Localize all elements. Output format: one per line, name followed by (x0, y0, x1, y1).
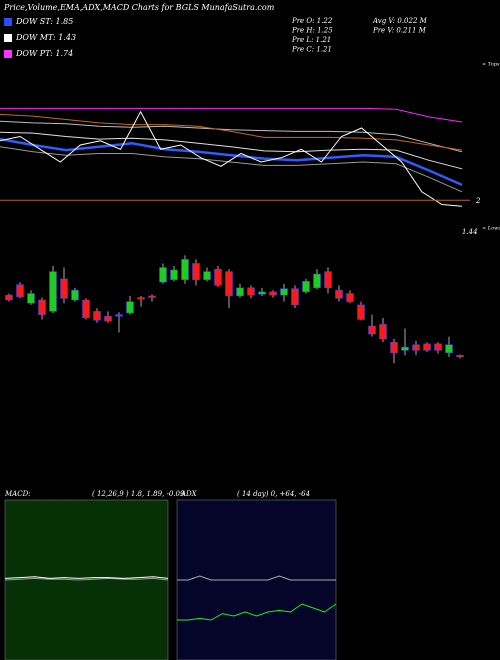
candle-body (225, 271, 233, 297)
candle-body (357, 304, 365, 320)
candle-body (434, 343, 442, 351)
candle-body (346, 293, 354, 302)
candle-body (324, 271, 332, 289)
candle-body (269, 291, 277, 296)
candle-body (236, 287, 244, 297)
line-series (4, 577, 169, 581)
candle-body (181, 259, 189, 280)
candle-body (93, 311, 101, 321)
info-label: Pre H: 1.25 (291, 27, 333, 35)
legend-swatch (4, 34, 12, 42)
line-series (0, 131, 463, 170)
chart-title: Price,Volume,EMA,ADX,MACD Charts for BGL… (3, 3, 275, 12)
legend-swatch (4, 18, 12, 26)
candle-body (379, 324, 387, 340)
panel-subtitle: ( 14 day) 0, +64, -64 (237, 490, 310, 498)
line-series (0, 107, 463, 123)
candle-body (445, 344, 453, 354)
candle-body (49, 271, 57, 312)
candle-body (313, 273, 321, 289)
panel-title: MACD: (4, 490, 31, 498)
candle-body (390, 342, 398, 354)
candle-body (258, 291, 266, 295)
candle-body (27, 293, 35, 304)
line-series (0, 120, 463, 153)
candle-body (104, 316, 112, 322)
candle-body (335, 290, 343, 299)
line-series (4, 576, 169, 579)
annotation: 1.44 (462, 228, 478, 236)
candle-body (291, 288, 299, 306)
candle-body (401, 346, 409, 351)
line-series (0, 110, 463, 207)
candle-body (115, 314, 123, 317)
line-series (0, 113, 463, 151)
legend-label: DOW ST: 1.85 (15, 17, 73, 26)
annotation: 2 (475, 197, 481, 205)
panel-title: ADX (180, 490, 198, 498)
annotation: < Tops (482, 62, 500, 68)
legend-label: DOW PT: 1.74 (15, 49, 73, 58)
panel-subtitle: ( 12,26,9 ) 1.8, 1.89, -0.09 (92, 490, 185, 498)
line-series (0, 137, 463, 187)
line-series (177, 603, 337, 621)
candle-body (38, 299, 46, 315)
info-label: Pre L: 1.21 (291, 36, 331, 44)
legend-swatch (4, 50, 12, 58)
candle-body (148, 295, 156, 298)
candle-body (214, 268, 222, 286)
candle-body (5, 294, 13, 301)
candle-body (71, 290, 79, 301)
candle-body (368, 325, 376, 335)
candle-body (280, 288, 288, 296)
candle-body (159, 267, 167, 283)
info-label: Pre O: 1.22 (291, 17, 333, 25)
legend-label: DOW MT: 1.43 (15, 33, 76, 42)
info-label: Avg V: 0.022 M (372, 17, 428, 25)
candle-body (16, 284, 24, 297)
candle-body (82, 299, 90, 319)
annotation: < Lows (482, 226, 500, 232)
info-label: Pre V: 0.211 M (372, 27, 427, 35)
candle-body (137, 297, 145, 300)
candle-body (170, 269, 178, 280)
candle-body (247, 287, 255, 296)
info-label: Pre C: 1.21 (291, 46, 332, 54)
candle-body (203, 271, 211, 280)
candle-body (60, 278, 68, 299)
candle-body (423, 343, 431, 351)
candle-body (412, 344, 420, 351)
candle-body (192, 263, 200, 280)
line-series (177, 575, 336, 581)
candle-body (456, 355, 464, 358)
candle-body (302, 281, 310, 293)
line-series (0, 146, 463, 193)
candle-body (126, 301, 134, 314)
